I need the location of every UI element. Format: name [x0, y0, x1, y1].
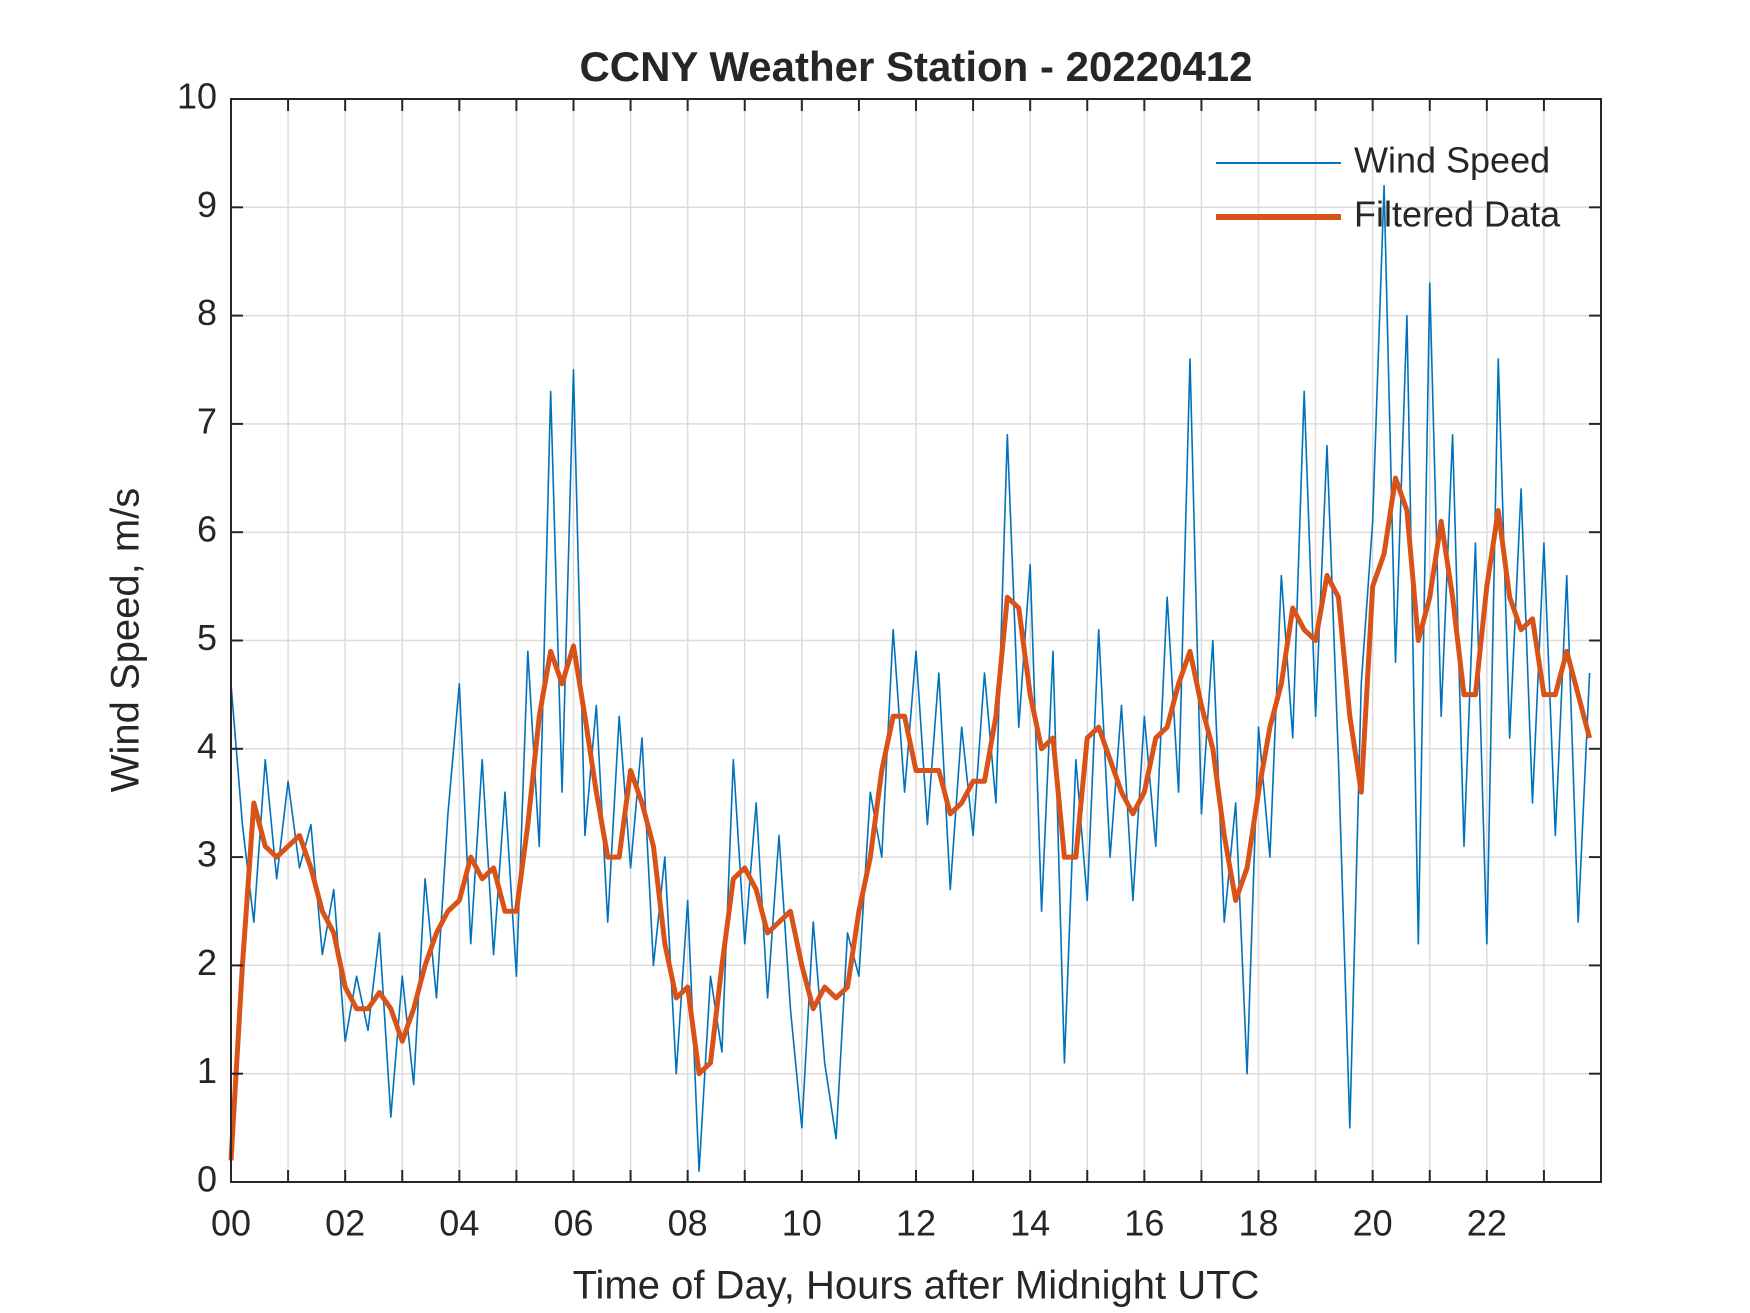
y-tick-label: 4	[197, 725, 217, 766]
x-tick-label: 10	[782, 1203, 822, 1244]
y-tick-label: 2	[197, 942, 217, 983]
x-tick-label: 00	[211, 1203, 251, 1244]
data-line	[228, 475, 1592, 1161]
y-tick-label: 9	[197, 184, 217, 225]
y-tick-label: 7	[197, 400, 217, 441]
chart-title: CCNY Weather Station - 20220412	[579, 43, 1252, 90]
y-tick-label: 5	[197, 617, 217, 658]
x-tick-label: 16	[1124, 1203, 1164, 1244]
x-tick-label: 18	[1238, 1203, 1278, 1244]
legend-label: Filtered Data	[1354, 194, 1561, 235]
data-line	[230, 184, 1591, 1172]
legend-label: Wind Speed	[1354, 140, 1550, 181]
x-tick-label: 22	[1467, 1203, 1507, 1244]
x-tick-label: 04	[439, 1203, 479, 1244]
x-axis-label: Time of Day, Hours after Midnight UTC	[573, 1264, 1260, 1308]
y-axis-label: Wind Speed, m/s	[104, 488, 148, 793]
x-tick-label: 20	[1353, 1203, 1393, 1244]
x-tick-label: 02	[325, 1203, 365, 1244]
y-tick-label: 10	[177, 76, 217, 117]
x-tick-label: 06	[553, 1203, 593, 1244]
x-tick-label: 08	[668, 1203, 708, 1244]
y-tick-label: 6	[197, 509, 217, 550]
x-tick-label: 12	[896, 1203, 936, 1244]
x-tick-label: 14	[1010, 1203, 1050, 1244]
y-tick-label: 8	[197, 292, 217, 333]
y-tick-label: 3	[197, 834, 217, 875]
y-tick-label: 1	[197, 1050, 217, 1091]
y-tick-label: 0	[197, 1159, 217, 1200]
